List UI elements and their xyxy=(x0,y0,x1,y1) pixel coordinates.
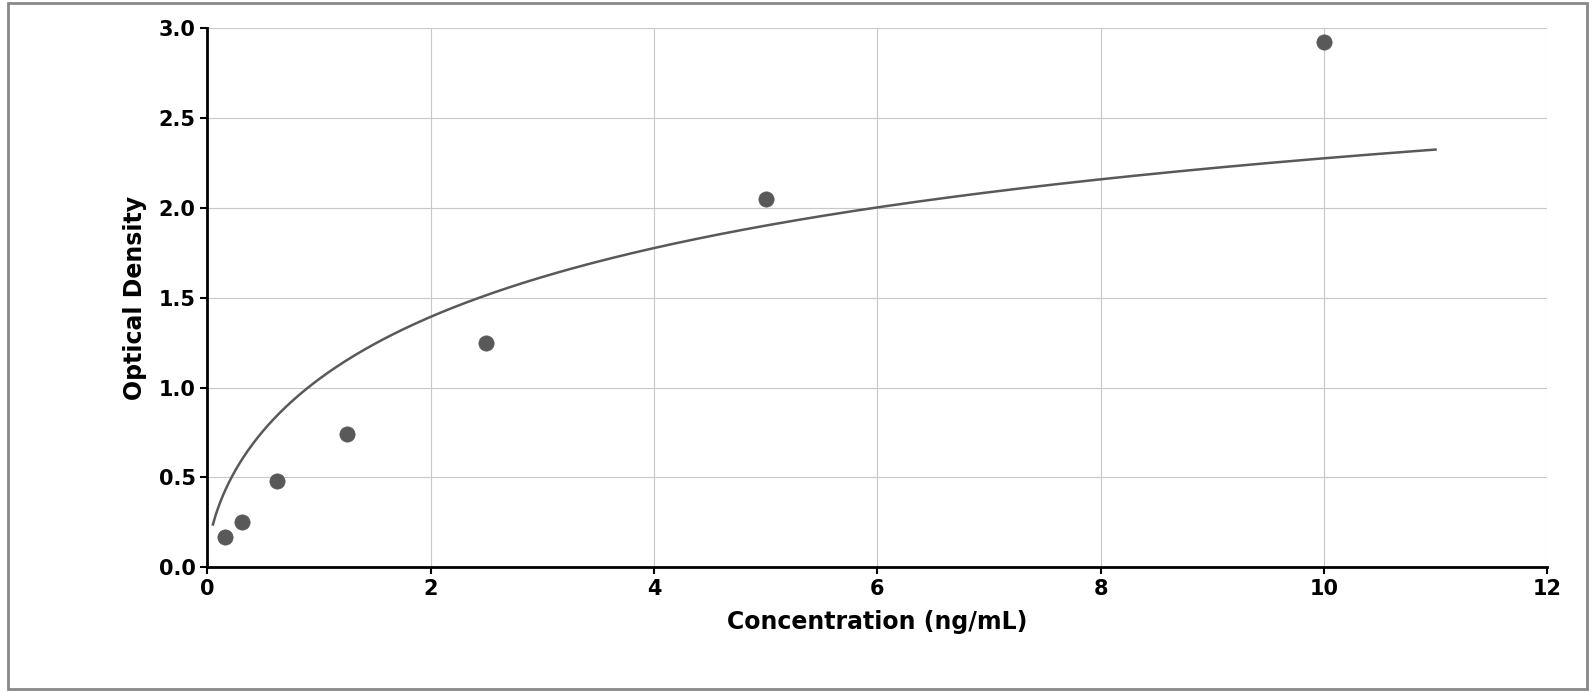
Point xyxy=(474,337,499,348)
Y-axis label: Optical Density: Optical Density xyxy=(123,196,147,399)
Point xyxy=(753,193,778,204)
Point xyxy=(335,429,360,440)
Point xyxy=(265,475,290,486)
X-axis label: Concentration (ng/mL): Concentration (ng/mL) xyxy=(727,610,1027,635)
Point xyxy=(212,531,238,543)
Point xyxy=(1311,37,1337,48)
Point xyxy=(230,517,255,528)
